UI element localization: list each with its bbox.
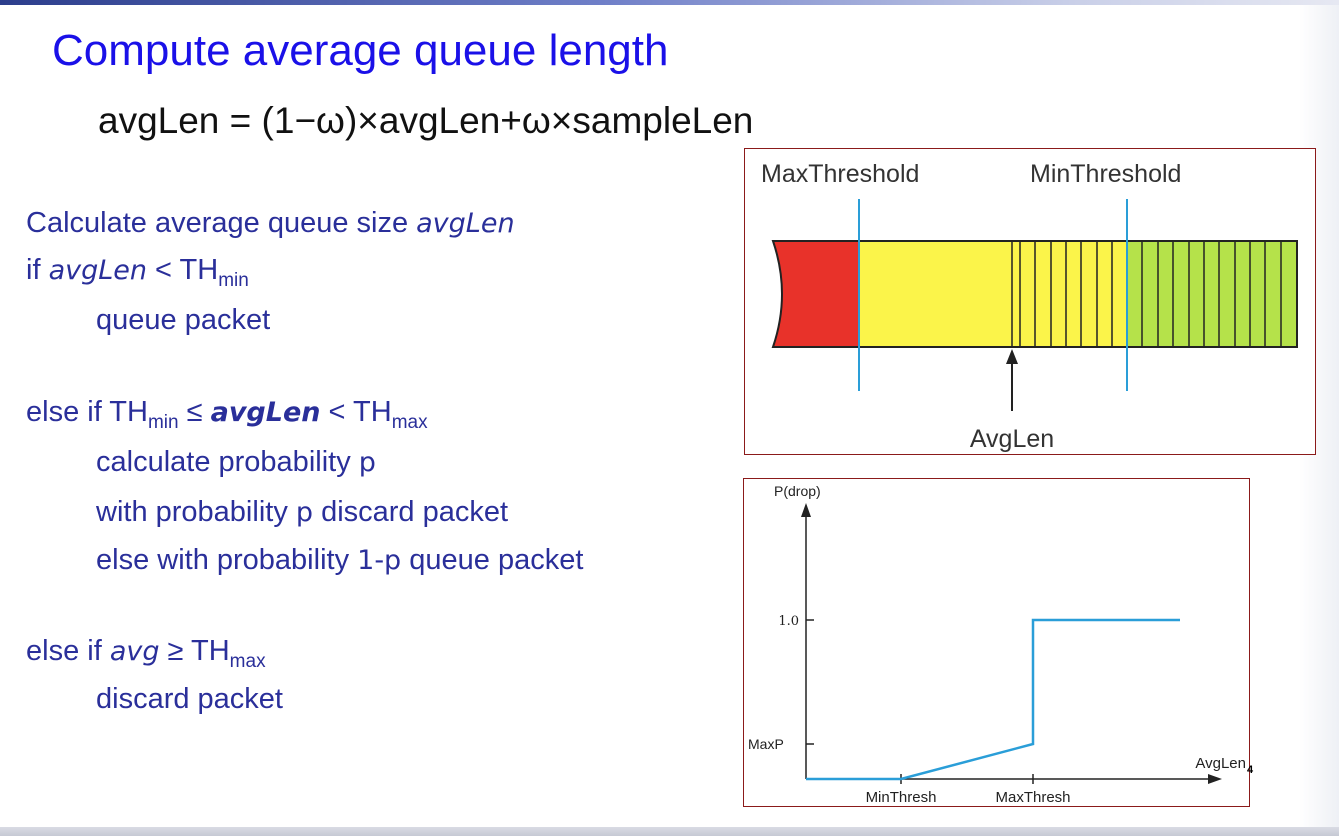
drop-probability-panel: P(drop) 1.0 MaxP MinThresh MaxThresh Avg… (743, 478, 1250, 807)
slide-title: Compute average queue length (52, 26, 669, 75)
algo-var: avgLen (416, 208, 515, 239)
queue-diagram-panel: MaxThreshold MinThreshold AvgLen (744, 148, 1316, 455)
avg-formula: avgLen = (1−ω)×avgLen+ω×sampleLen (98, 100, 754, 141)
queue-region (1126, 240, 1298, 348)
algo-line-elseif2: else if avg ≥ THmax (26, 631, 266, 671)
x-axis-label: AvgLen (1195, 755, 1246, 772)
algo-line-calcp: calculate probability p (96, 442, 376, 482)
algo-text: < TH (147, 254, 219, 286)
min-threshold-label: MinThreshold (1030, 160, 1181, 188)
algo-text: else if (26, 635, 110, 667)
drop-region (771, 240, 860, 348)
algo-var: p (295, 497, 314, 528)
algo-line-if: if avgLen < THmin (26, 250, 249, 290)
algo-text: < TH (320, 396, 392, 428)
y-tick-label-maxp: MaxP (748, 736, 784, 752)
algo-line-discard: discard packet (96, 683, 283, 715)
algo-subscript: max (229, 651, 266, 672)
y-axis-label: P(drop) (774, 483, 821, 499)
algo-subscript: max (391, 412, 428, 433)
algo-text: else with probability (96, 544, 358, 576)
algo-subscript: min (147, 412, 179, 433)
x-axis-arrow-icon (1208, 774, 1222, 784)
y-axis-arrow-icon (801, 503, 811, 517)
algo-text: ≤ (178, 396, 211, 428)
avglen-label: AvgLen (970, 425, 1054, 453)
algo-var: avg (109, 636, 160, 667)
bottom-bar (0, 827, 1339, 836)
top-accent-bar (0, 0, 1339, 5)
algo-text: if (26, 254, 49, 286)
queue-diagram: MaxThreshold MinThreshold AvgLen (761, 160, 1298, 453)
algo-text: queue packet (401, 544, 584, 576)
algo-line-queue: queue packet (96, 304, 271, 336)
algo-var: p (358, 447, 376, 478)
algo-var: avgLen (210, 397, 321, 428)
y-tick-label-1: 1.0 (778, 614, 799, 629)
algo-line-calc: Calculate average queue size avgLen (26, 203, 515, 243)
algo-text: Calculate average queue size (26, 207, 417, 239)
algo-var: avgLen (48, 255, 147, 286)
algo-subscript: min (218, 270, 249, 291)
queue-cell-dividers (1011, 241, 1282, 347)
drop-probability-line (806, 618, 1180, 781)
avglen-arrow-icon (1006, 349, 1018, 364)
page-number: 4 (1247, 764, 1254, 776)
x-tick-label-max: MaxThresh (995, 789, 1070, 806)
max-threshold-label: MaxThreshold (761, 160, 919, 188)
algo-line-elseif1: else if THmin ≤ avgLen < THmax (26, 392, 428, 432)
algo-line-queue1p: else with probability 1-p queue packet (96, 540, 583, 580)
algo-text: calculate probability (96, 446, 359, 478)
probabilistic-region (858, 240, 1128, 348)
algo-var: 1-p (357, 545, 402, 576)
algo-line-discardp: with probability p discard packet (96, 492, 508, 532)
algo-text: with probability (96, 496, 296, 528)
algo-text: else if TH (26, 396, 148, 428)
drop-probability-chart: P(drop) 1.0 MaxP MinThresh MaxThresh Avg… (748, 483, 1246, 806)
x-tick-label-min: MinThresh (866, 789, 937, 806)
algo-text: discard packet (313, 496, 509, 528)
algo-text: ≥ TH (159, 635, 230, 667)
